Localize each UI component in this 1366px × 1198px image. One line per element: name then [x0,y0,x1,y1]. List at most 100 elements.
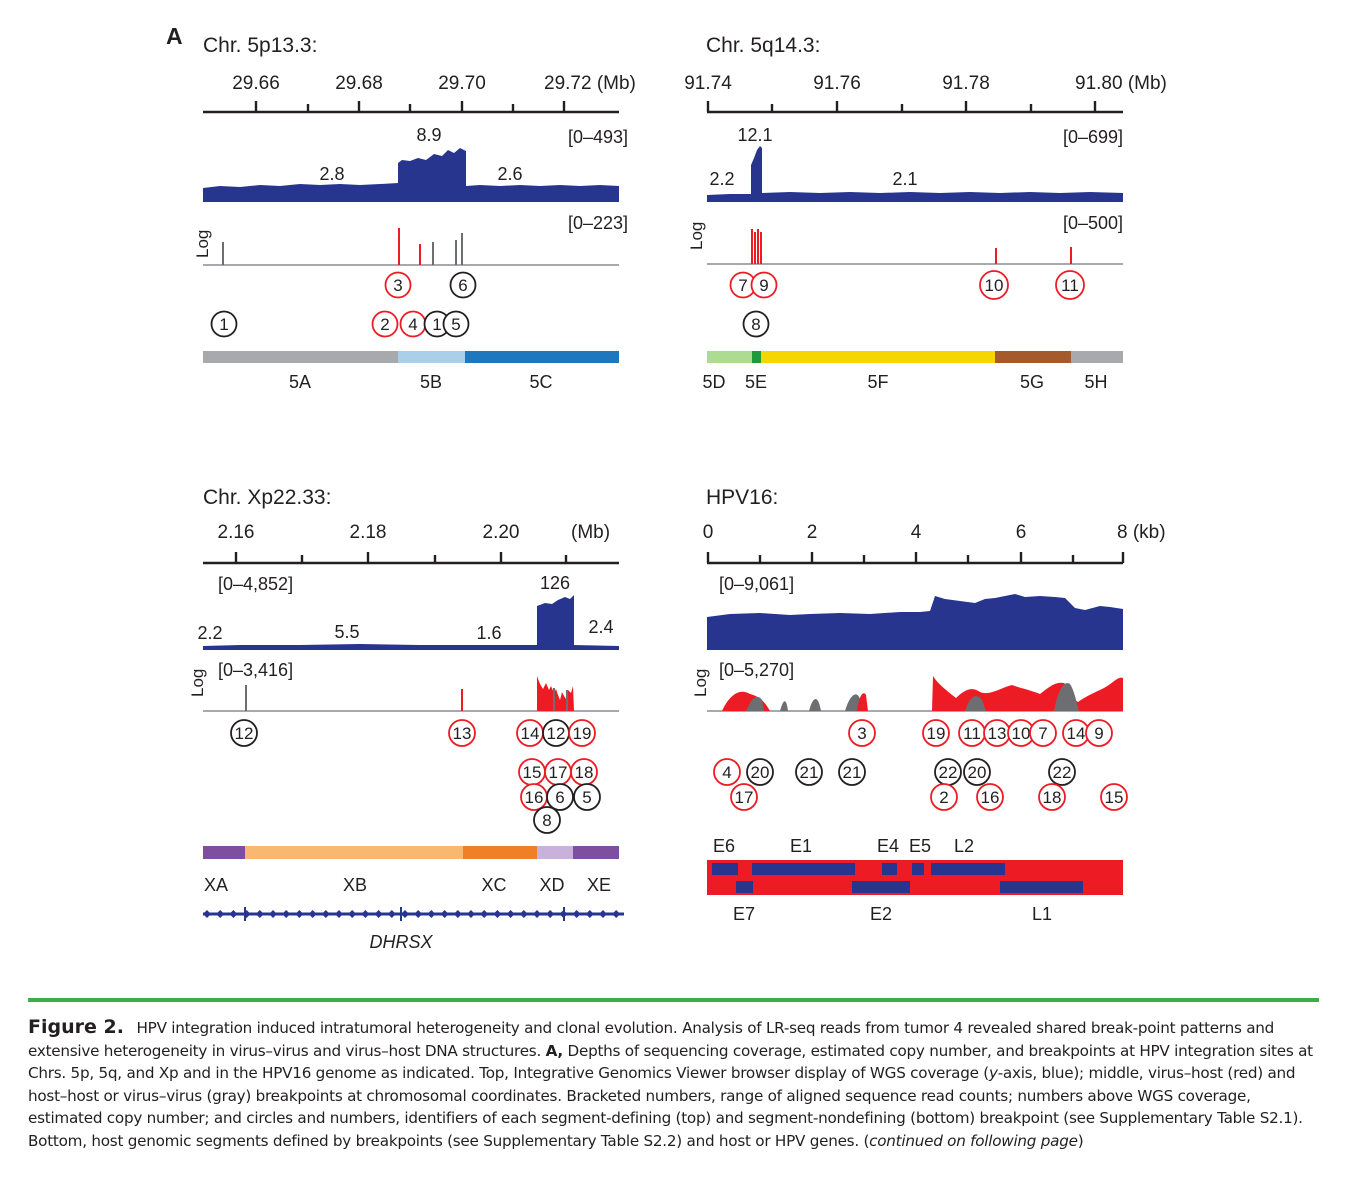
breakpoint-id: 20 [968,763,987,782]
gene-exon-mark [255,910,264,918]
hpv16-genome-map [707,860,1123,895]
chr5p-tick: 29.72 (Mb) [544,73,636,94]
chrX-segment-bar [203,846,619,859]
gene-exon-mark [427,910,436,918]
gene-exon-mark [282,910,291,918]
chr5q-breakpoint-track [707,229,1123,265]
chr5q-tick: 91.74 [684,73,732,94]
gene-exon-mark [599,910,607,918]
segment-label: 5D [702,372,725,392]
panel-chr5q: Chr. 5q14.3: 91.74 91.76 91.78 91.80 (Mb… [684,34,1167,392]
chr5p-coverage-range: [0–493] [568,127,628,147]
chr5p-breakpoint-track [203,228,619,266]
segment-label: XE [587,875,611,895]
chrX-copy-number: 126 [540,573,570,593]
breakpoint-id: 3 [857,724,866,743]
panel-hpv16: HPV16: 0 2 4 6 8 (kb) [0–9,061] [0–5,270… [691,486,1166,924]
breakpoint-id: 18 [575,763,594,782]
figure-caption: Figure 2. HPV integration induced intrat… [28,1016,1318,1153]
gene-exon-mark [242,910,251,918]
breakpoint-id: 11 [1061,276,1079,295]
caption-y-axis: y [988,1064,998,1083]
breakpoint-id: 5 [582,788,591,807]
gene-exon-mark [229,910,238,918]
gene-exon-mark [335,910,343,918]
breakpoint-id: 22 [1053,763,1072,782]
gene-exon-mark [269,910,277,918]
breakpoint-id: 4 [722,763,731,782]
chrX-copy-number: 5.5 [334,622,359,642]
chr5p-tick: 29.70 [438,73,486,94]
hpv16-breakpoint-range: [0–5,270] [719,660,794,680]
breakpoint-id: 2 [939,788,948,807]
caption-text: Depths of sequencing coverage, estimated… [28,1041,1313,1083]
chr5p-segment-bar [203,351,619,363]
breakpoint-id: 9 [759,276,768,295]
breakpoint-id: 17 [549,763,568,782]
hpv16-breakpoint-circles: 3 19 11 13 10 7 14 9 4 20 21 21 22 20 22… [713,719,1128,811]
breakpoint-id: 2 [380,315,389,334]
chr5p-copy-number: 2.6 [497,164,522,184]
gene-exon-mark [414,910,423,918]
chr5p-log-label: Log [193,230,212,258]
breakpoint-id: 12 [547,724,566,743]
chr5q-tick: 91.80 (Mb) [1075,73,1167,94]
chr5q-tick: 91.78 [942,73,990,94]
breakpoint-id: 17 [735,788,754,807]
chr5p-tick: 29.68 [335,73,383,94]
chr5p-breakpoint-range: [0–223] [568,213,628,233]
breakpoint-id: 5 [451,315,460,334]
caption-text: -axis, blue); middle, virus–host (red) a… [28,1064,1303,1150]
panel-letter: A [166,23,183,49]
caption-text: ) [1077,1131,1084,1150]
gene-exon-mark [308,910,317,918]
gene-exon-mark [440,910,449,918]
segment-label: XA [204,875,228,895]
breakpoint-id: 1 [432,315,441,334]
hpv16-axis: 0 2 4 6 8 (kb) [703,522,1166,565]
breakpoint-id: 19 [573,724,592,743]
gene-exon-mark [533,910,541,918]
hpv16-coverage-range: [0–9,061] [719,574,794,594]
chrX-copy-number: 1.6 [476,623,501,643]
breakpoint-id: 11 [963,724,981,743]
chrX-breakpoint-range: [0–3,416] [218,660,293,680]
chrX-tick: 2.18 [350,522,387,543]
breakpoint-id: 13 [988,724,1007,743]
breakpoint-id: 1 [219,315,228,334]
segment-label: 5A [289,372,311,392]
chr5q-copy-number: 2.2 [709,169,734,189]
chr5q-copy-number: 12.1 [737,125,772,145]
dhrsx-gene-model [203,907,624,921]
hpv-gene-label: E6 [713,836,735,856]
gene-exon-mark [401,910,409,918]
segment-label: 5F [867,372,888,392]
breakpoint-id: 10 [1012,724,1031,743]
hpv-gene-label: E1 [790,836,812,856]
chr5p-axis: 29.66 29.68 29.70 29.72 (Mb) [203,73,636,114]
hpv-gene-label: E5 [909,836,931,856]
gene-exon-mark [467,910,475,918]
hpv-gene-label: E2 [870,904,892,924]
segment-label: 5E [745,372,767,392]
chr5p-coverage-track [203,148,619,201]
hpv-gene-label: E4 [877,836,899,856]
gene-exon-mark [203,910,211,918]
hpv16-breakpoint-track [707,676,1123,712]
segment-label: 5G [1020,372,1044,392]
chr5q-coverage-range: [0–699] [1063,127,1123,147]
hpv16-tick: 6 [1016,522,1027,543]
hpv-gene-label: L2 [954,836,974,856]
gene-exon-mark [506,910,515,918]
breakpoint-id: 14 [1067,724,1086,743]
breakpoint-id: 6 [555,788,564,807]
chr5q-breakpoint-range: [0–500] [1063,213,1123,233]
gene-exon-mark [216,910,225,918]
breakpoint-id: 8 [542,811,551,830]
chrX-tick: 2.16 [218,522,255,543]
hpv16-coverage-track [707,594,1123,649]
gene-exon-mark [480,910,489,918]
gene-exon-mark [361,910,370,918]
breakpoint-id: 14 [521,724,540,743]
hpv16-tick: 8 (kb) [1117,522,1166,543]
